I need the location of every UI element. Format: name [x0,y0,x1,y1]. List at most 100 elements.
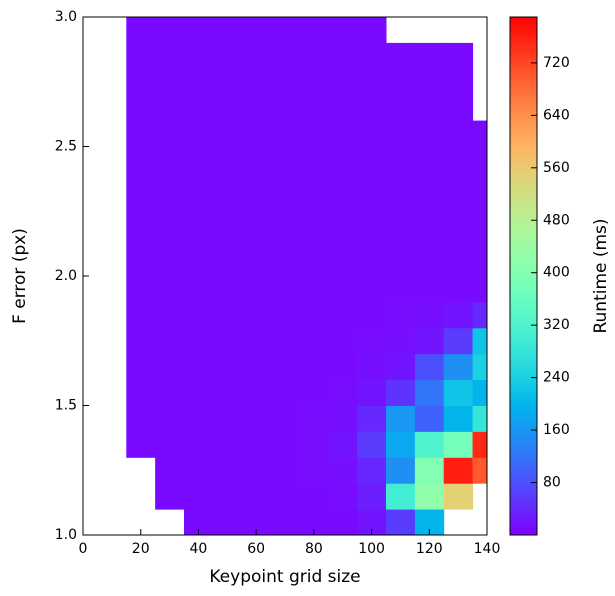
colorbar-label: Runtime (ms) [591,218,611,333]
heatmap-cell [270,379,300,406]
heatmap-cell [299,457,329,484]
colorbar-tick-label: 640 [543,107,570,123]
heatmap-cell [443,94,474,122]
heatmap-cell [241,17,272,44]
heatmap-cell [241,198,272,225]
heatmap-cell [328,250,358,277]
heatmap-cell [270,483,300,510]
heatmap-cell [386,120,416,147]
heatmap-cell [155,146,185,173]
heatmap-cell [212,301,243,329]
heatmap-cell [212,146,243,173]
heatmap-cell [184,146,214,173]
heatmap-cell [299,250,329,277]
heatmap-cell [414,146,445,173]
heatmap-cell [299,172,329,199]
heatmap-cell [241,94,272,122]
heatmap-cell [386,172,416,199]
heatmap-cell [241,172,272,199]
heatmap-cell [386,42,416,70]
heatmap-cell [386,379,416,406]
heatmap-cell [386,509,416,536]
colorbar-tick-label: 720 [543,55,570,71]
heatmap-cell [414,172,445,199]
heatmap-cell [443,457,474,484]
heatmap-cell [328,146,358,173]
heatmap-cell [443,68,474,96]
heatmap-cell [414,120,445,147]
heatmap-cell [414,405,445,432]
heatmap-cell [155,301,185,329]
heatmap-cell [357,457,387,484]
heatmap-cell [155,120,185,147]
heatmap-cell [414,301,445,329]
y-tick-label: 2.5 [55,139,77,155]
heatmap-cell [155,353,185,381]
heatmap-cell [241,146,272,173]
heatmap-cell [472,379,488,406]
heatmap-cell [212,120,243,147]
heatmap-cell [357,353,387,381]
heatmap-cell [184,224,214,251]
heatmap-cell [241,276,272,303]
heatmap-cell [212,483,243,510]
heatmap-cell [328,483,358,510]
heatmap-cell [443,483,474,510]
heatmap-cell [212,94,243,122]
heatmap-cell [241,327,272,355]
heatmap-cell [472,353,488,381]
y-tick-label: 2.0 [55,268,77,284]
heatmap-cell [357,42,387,70]
heatmap-cell [386,146,416,173]
heatmap-cell [299,17,329,44]
heatmap-cell [357,172,387,199]
heatmap-cell [357,198,387,225]
heatmap-cell [386,457,416,484]
heatmap-cell [414,94,445,122]
heatmap-cell [328,42,358,70]
heatmap-cell [472,405,488,432]
x-tick-label: 100 [358,541,385,557]
heatmap-cell [299,276,329,303]
heatmap-cell [184,250,214,277]
heatmap-cell [386,68,416,96]
heatmap-cell [126,431,156,458]
heatmap-cell [414,68,445,96]
heatmap-cell [328,276,358,303]
heatmap-cell [184,68,214,96]
heatmap-cell [386,431,416,458]
heatmap-cell [443,301,474,329]
heatmap-cell [126,42,156,70]
x-tick-label: 80 [305,541,323,557]
heatmap-cell [357,224,387,251]
heatmap-cell [126,250,156,277]
heatmap-cell [155,198,185,225]
heatmap-cell [299,42,329,70]
heatmap-cell [212,431,243,458]
heatmap-cell [472,301,488,329]
heatmap-cell [386,483,416,510]
heatmap-cell [212,172,243,199]
heatmap-cell [443,120,474,147]
heatmap-cell [299,301,329,329]
heatmap-cell [328,198,358,225]
heatmap-cell [126,172,156,199]
x-tick-label: 0 [79,541,88,557]
y-tick-label: 1.0 [55,527,77,543]
heatmap-cell [328,301,358,329]
heatmap-cell [386,198,416,225]
heatmap-cell [386,405,416,432]
heatmap-cell [414,224,445,251]
heatmap-cell [184,327,214,355]
heatmap-cell [155,276,185,303]
heatmap-cell [270,42,300,70]
heatmap-cell [241,353,272,381]
heatmap-cell [357,483,387,510]
heatmap-cell [241,483,272,510]
heatmap-cell [414,379,445,406]
heatmap-cell [299,405,329,432]
heatmap-cell [299,94,329,122]
heatmap-cell [184,405,214,432]
heatmap-cell [386,276,416,303]
